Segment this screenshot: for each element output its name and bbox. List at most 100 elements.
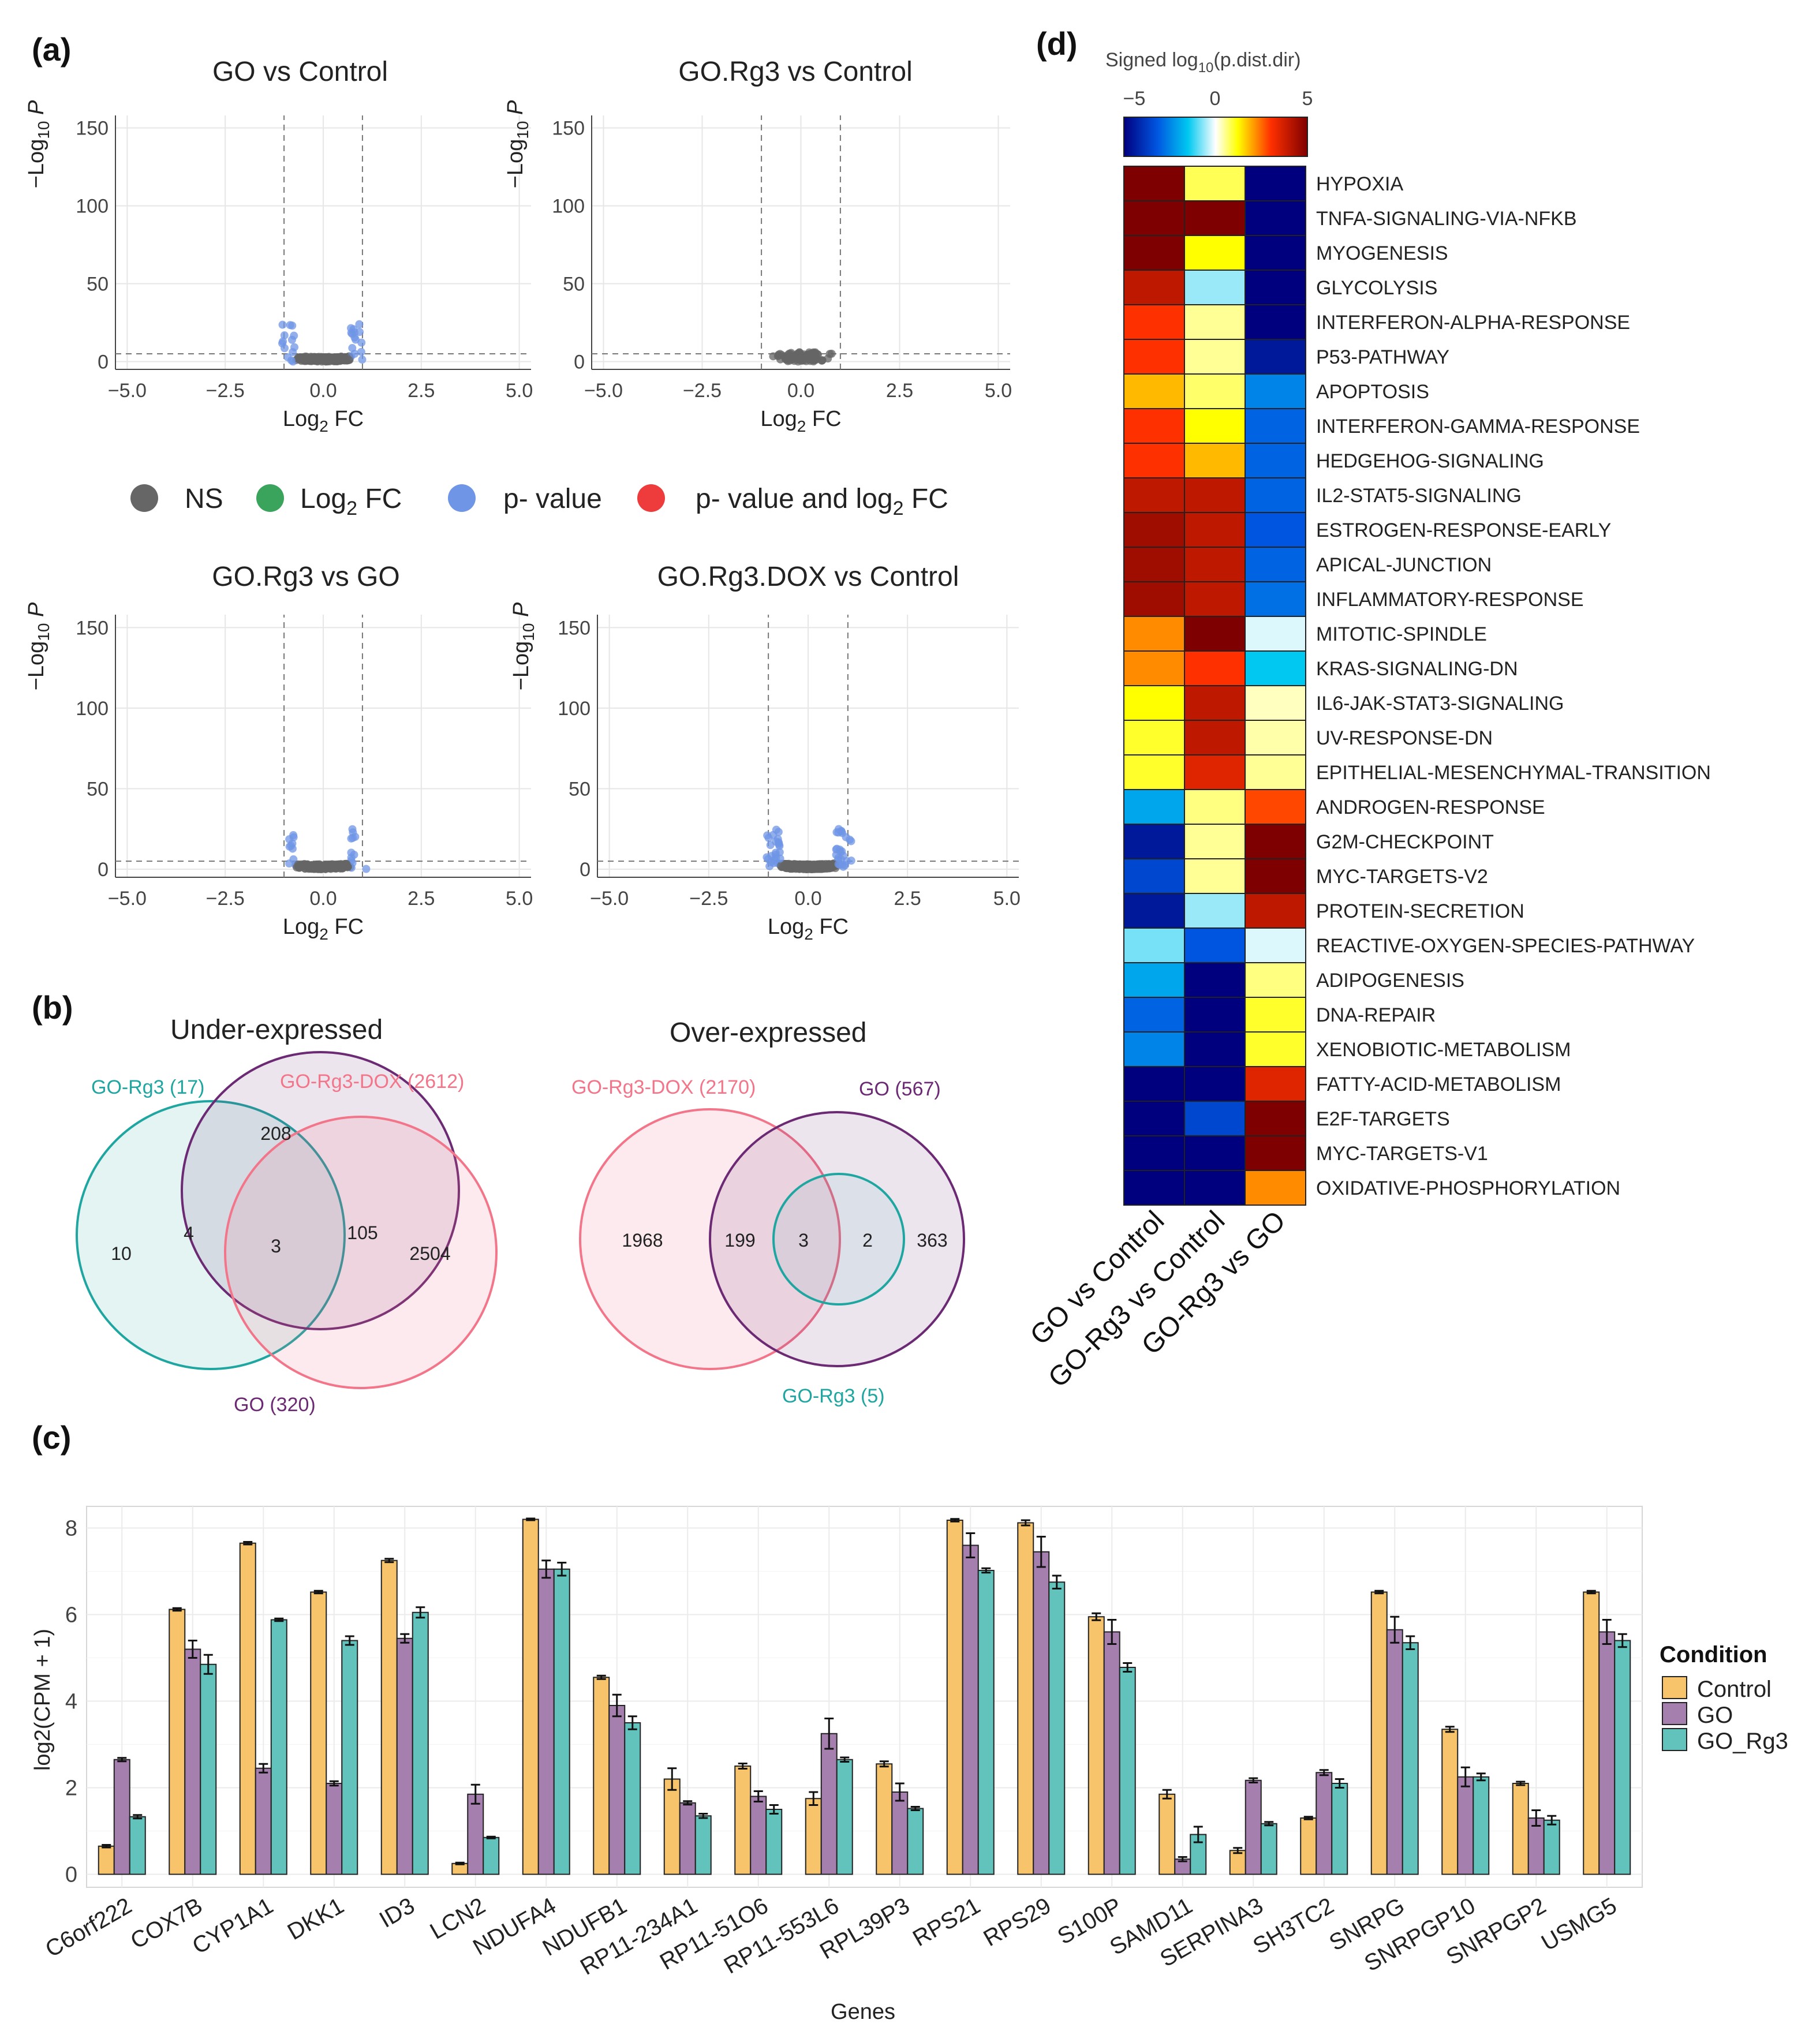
- volcano-point: [324, 354, 333, 363]
- heatmap-cell: [1123, 1101, 1185, 1136]
- volcano-point: [287, 356, 296, 365]
- volcano-point: [286, 321, 294, 330]
- colorbar-tick-max: 5: [1302, 88, 1313, 110]
- heatmap-cell: [1123, 166, 1185, 201]
- heatmap-cell: [1245, 1135, 1306, 1171]
- volcano-point: [839, 851, 847, 860]
- volcano-ytick: 150: [76, 118, 109, 140]
- heatmap-cell: [1123, 373, 1185, 409]
- volcano-point: [834, 860, 843, 869]
- venn-over-set-go: GO (567): [859, 1078, 941, 1100]
- volcano-xtick: 5.0: [985, 380, 1012, 402]
- volcano-ytick: 150: [76, 617, 109, 639]
- heatmap-cell: [1184, 858, 1246, 894]
- volcano-xtick: 0.0: [309, 380, 337, 402]
- legend-ns-label: NS: [185, 484, 223, 514]
- bar-control: [734, 1766, 752, 1875]
- bar-ytick: 2: [65, 1776, 77, 1801]
- heatmap-row-label: APICAL-JUNCTION: [1316, 554, 1492, 576]
- volcano-point: [763, 853, 771, 862]
- heatmap-row-label: IL6-JAK-STAT3-SIGNALING: [1316, 693, 1564, 715]
- venn-under-circle-go: [181, 1051, 460, 1330]
- heatmap-cell: [1123, 685, 1185, 721]
- heatmap-row-label: KRAS-SIGNALING-DN: [1316, 658, 1518, 680]
- heatmap-cell: [1184, 512, 1246, 548]
- bar-control: [98, 1845, 115, 1875]
- heatmap-cell: [1123, 893, 1185, 929]
- venn-over-set-go-rg3: GO-Rg3 (5): [782, 1385, 885, 1407]
- volcano-point: [362, 865, 371, 873]
- heatmap-cell: [1245, 270, 1306, 305]
- heatmap-cell: [1245, 512, 1306, 548]
- volcano-xlabel: Log2 FC: [283, 915, 364, 943]
- panel-label-a: (a): [32, 31, 71, 68]
- volcano-point: [832, 828, 841, 836]
- bar-go-rg3: [624, 1722, 641, 1875]
- venn-over-title: Over-expressed: [670, 1018, 866, 1048]
- legend-pvalue-dot: [448, 484, 476, 512]
- volcano-point: [776, 854, 784, 863]
- heatmap-row-label: G2M-CHECKPOINT: [1316, 831, 1494, 853]
- volcano-point: [336, 864, 345, 873]
- heatmap-row-label: INFLAMMATORY-RESPONSE: [1316, 589, 1584, 611]
- volcano-xtick: −5.0: [584, 380, 623, 402]
- volcano-point: [290, 343, 299, 351]
- heatmap-cell: [1184, 1101, 1246, 1136]
- volcano-point: [348, 344, 357, 353]
- volcano-point: [355, 320, 364, 328]
- heatmap-cell: [1184, 650, 1246, 686]
- volcano-point: [357, 347, 365, 356]
- volcano-point: [847, 837, 855, 846]
- volcano-xtick: 5.0: [506, 380, 533, 402]
- bar-go-rg3: [1614, 1640, 1631, 1875]
- bar-go-rg3: [1260, 1823, 1277, 1875]
- heatmap-cell: [1184, 789, 1246, 825]
- bar-go-rg3: [200, 1663, 217, 1875]
- heatmap-cell: [1184, 720, 1246, 755]
- volcano-plot-3: GO.Rg3 vs GO −5.0 −2.5 0.0 2.5 5.0 0 50 100 150 −L…: [24, 562, 533, 943]
- venn-under-circle-go-rg3-dox: [224, 1116, 498, 1389]
- bar-category-label: CYP1A1: [188, 1893, 278, 1959]
- heatmap-cell: [1123, 235, 1185, 271]
- heatmap-cell: [1123, 581, 1185, 617]
- bar-go: [1598, 1631, 1616, 1875]
- bar-xlabel: Genes: [831, 2000, 895, 2024]
- volcano-points: [763, 825, 855, 873]
- heatmap-cell: [1184, 200, 1246, 236]
- bar-go: [820, 1733, 838, 1875]
- volcano-title: GO.Rg3.DOX vs Control: [657, 562, 959, 592]
- venn-under-set-go-rg3-dox: GO-Rg3-DOX (2612): [280, 1071, 464, 1093]
- volcano-point: [289, 831, 298, 840]
- bar-go-rg3: [1048, 1581, 1066, 1875]
- heatmap-cell: [1123, 997, 1185, 1033]
- heatmap-row-label: MYC-TARGETS-V1: [1316, 1143, 1488, 1165]
- heatmap-cell: [1123, 824, 1185, 859]
- venn-under-count-go-only: 208: [260, 1123, 291, 1144]
- heatmap-cell: [1184, 997, 1246, 1033]
- heatmap-row-label: XENOBIOTIC-METABOLISM: [1316, 1039, 1571, 1061]
- volcano-point: [847, 856, 855, 865]
- bar-go-rg3: [270, 1619, 287, 1875]
- bar-legend-go: GO: [1697, 1703, 1733, 1728]
- volcano-title: GO vs Control: [212, 57, 388, 87]
- bar-go-rg3: [977, 1570, 995, 1875]
- bar-go-rg3: [1331, 1783, 1348, 1875]
- bar-control: [1158, 1793, 1176, 1875]
- heatmap-cell: [1123, 720, 1185, 755]
- volcano-point: [806, 349, 814, 358]
- volcano-point: [324, 862, 332, 870]
- heatmap-cell: [1245, 1066, 1306, 1102]
- bar-control: [380, 1559, 398, 1875]
- heatmap-row-label: APOPTOSIS: [1316, 381, 1429, 403]
- bar-go: [750, 1796, 767, 1875]
- volcano-xtick: −2.5: [689, 888, 728, 910]
- volcano-point: [287, 841, 296, 850]
- bar-control: [1512, 1783, 1529, 1875]
- heatmap-cell: [1245, 581, 1306, 617]
- heatmap-cell: [1184, 304, 1246, 340]
- volcano-point: [280, 331, 289, 340]
- heatmap-cell: [1123, 1135, 1185, 1171]
- heatmap-cell: [1245, 373, 1306, 409]
- bar-control: [805, 1798, 822, 1875]
